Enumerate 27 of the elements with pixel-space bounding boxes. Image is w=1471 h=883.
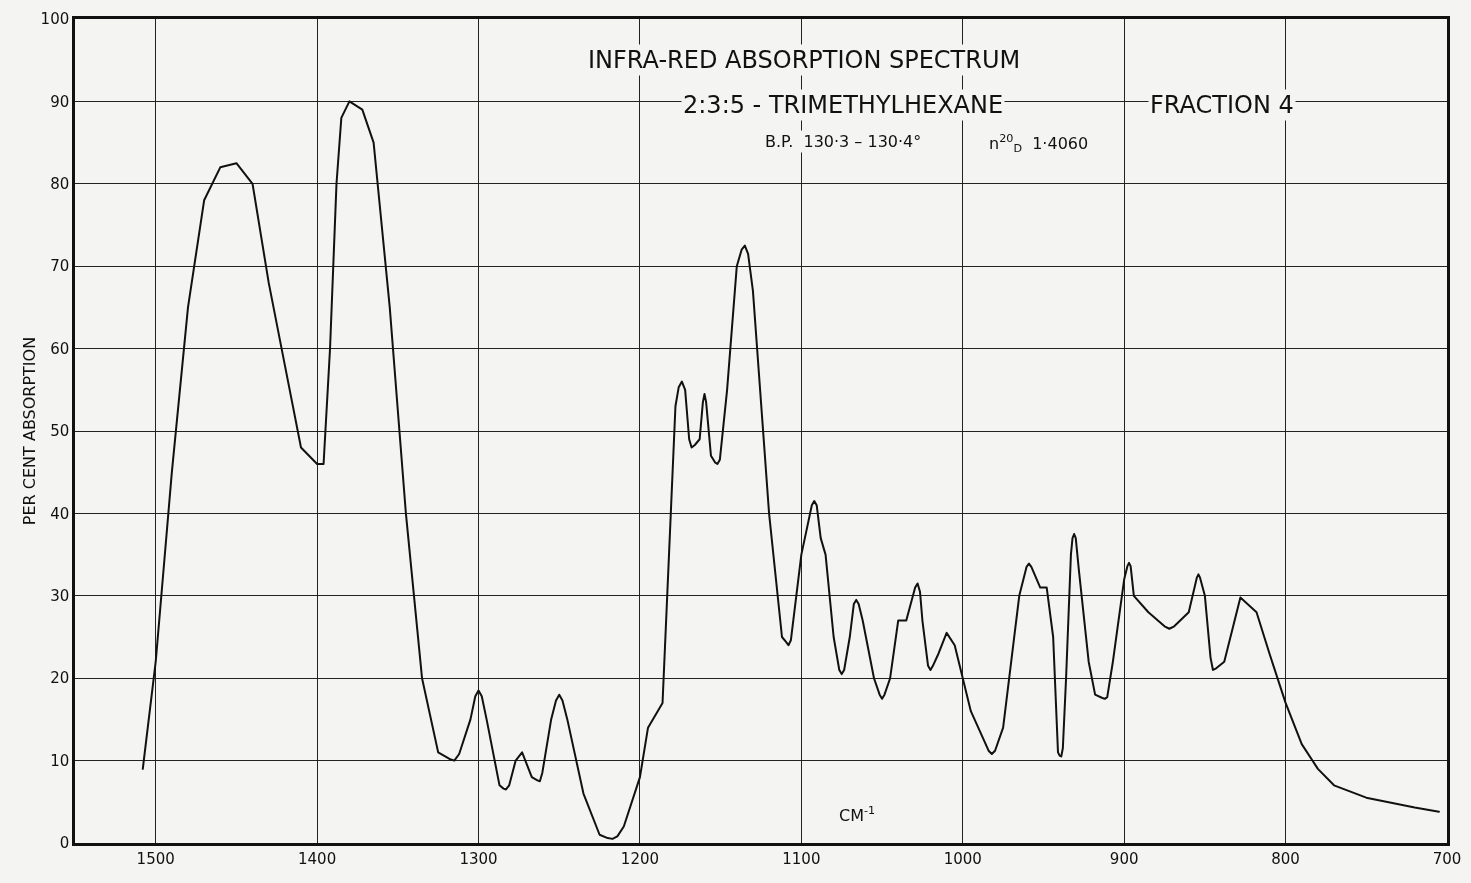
y-tick-label: 40 xyxy=(50,504,70,523)
x-tick-label: 800 xyxy=(1271,849,1300,868)
x-tick-label: 1400 xyxy=(298,849,337,868)
y-tick-label: 70 xyxy=(50,257,70,276)
text: INFRA-RED ABSORPTION SPECTRUM xyxy=(588,46,1021,74)
y-tick-label: 60 xyxy=(50,339,70,358)
x-tick-label: 1000 xyxy=(943,849,982,868)
y-tick-label: 50 xyxy=(50,422,70,441)
x-tick-label: 1100 xyxy=(782,849,821,868)
annotation: n$^{20}$$_{D}$ 1·4060 xyxy=(989,132,1089,156)
annotation: B.P. 130·3 – 130·4° xyxy=(765,132,922,151)
x-tick-label: 700 xyxy=(1432,849,1462,868)
y-tick-label: 80 xyxy=(50,175,70,194)
y-tick-label: 20 xyxy=(50,669,70,688)
x-axis-title: CM$^{-1}$ xyxy=(839,804,876,825)
x-tick-label: 900 xyxy=(1109,849,1139,868)
y-tick-label: 100 xyxy=(40,10,70,29)
annotation: FRACTION 4 xyxy=(1150,91,1294,119)
x-tick-label: 1300 xyxy=(459,849,498,868)
y-tick-label: 90 xyxy=(50,92,70,111)
y-tick-label: 30 xyxy=(50,587,70,606)
y-axis-title: PER CENT ABSORPTION xyxy=(19,336,39,526)
y-tick-label: 0 xyxy=(59,834,70,853)
text: 2:3:5 - TRIMETHYLHEXANE xyxy=(683,91,1004,119)
x-tick-label: 1500 xyxy=(136,849,175,868)
x-tick-label: 1200 xyxy=(620,849,660,868)
y-tick-label: 10 xyxy=(50,751,70,770)
